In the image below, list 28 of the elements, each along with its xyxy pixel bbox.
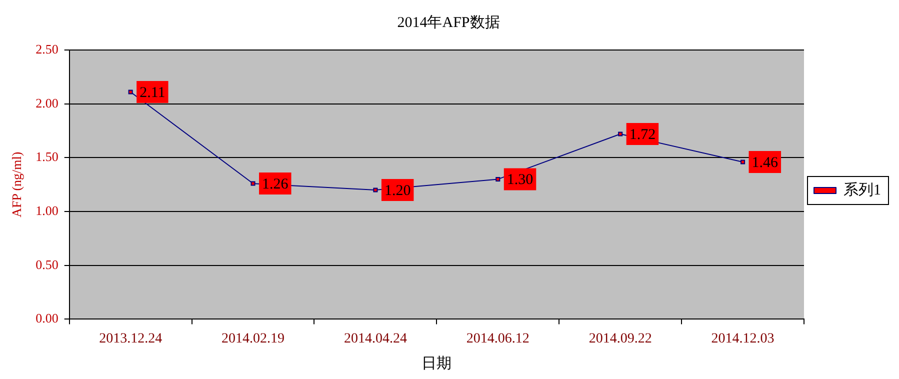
data-label: 1.26 — [262, 176, 289, 192]
y-tick-label: 0.00 — [36, 310, 58, 326]
y-tick-label: 2.00 — [36, 95, 58, 110]
x-tick-label: 2014.09.22 — [588, 331, 652, 346]
data-label: 1.72 — [629, 126, 656, 143]
x-tick-label: 2014.02.19 — [222, 331, 285, 346]
y-tick-label: 2.50 — [36, 41, 58, 56]
point — [250, 181, 256, 186]
point — [128, 90, 133, 94]
x-tick-label: 2014.12.03 — [711, 331, 774, 346]
data-label: 2.11 — [140, 84, 166, 101]
point — [618, 132, 623, 136]
point — [373, 188, 378, 192]
x-axis-title: 日期 — [422, 354, 452, 372]
data-label: 1.46 — [752, 154, 779, 171]
chart-title: 2014年AFP数据 — [397, 14, 500, 31]
y-axis-title: AFP (ng/ml) — [9, 152, 24, 218]
x-tick-label: 2013.12.24 — [99, 331, 162, 346]
data-label: 1.20 — [384, 182, 411, 199]
x-tick-label: 2014.04.24 — [344, 331, 407, 346]
legend-label: 系列1 — [844, 181, 881, 198]
point — [740, 160, 746, 164]
y-tick-label: 1.00 — [36, 202, 58, 218]
y-tick-label: 1.50 — [36, 149, 58, 164]
data-label: 1.30 — [506, 172, 534, 188]
y-tick-label: 0.50 — [36, 256, 58, 272]
point — [496, 176, 500, 182]
x-tick-label: 2014.06.12 — [466, 331, 530, 346]
